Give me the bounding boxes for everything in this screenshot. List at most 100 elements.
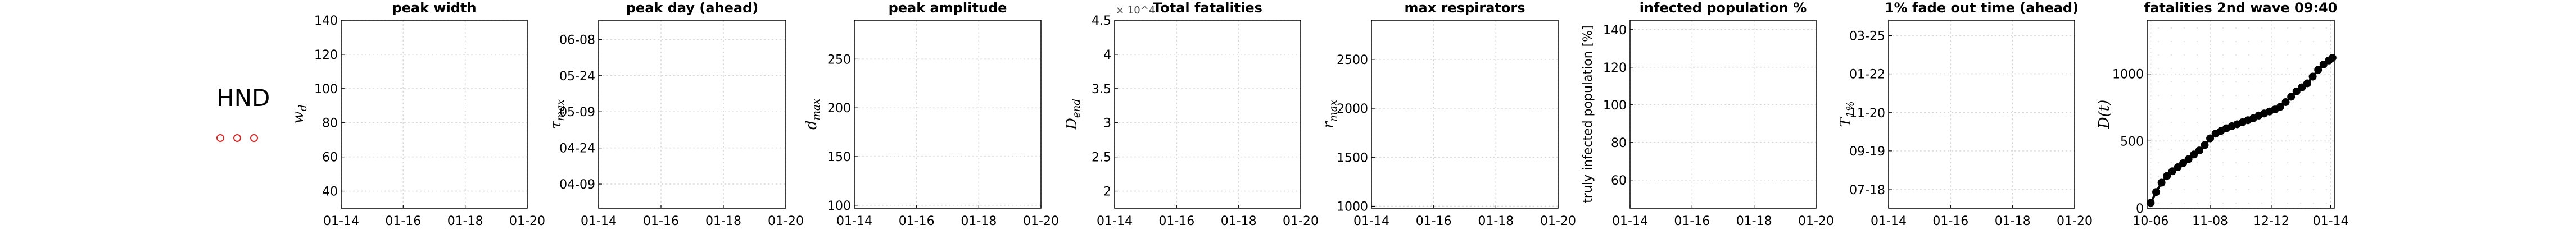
background-dot: [2157, 54, 2160, 56]
data-point: [2190, 150, 2198, 159]
y-axis-label: τmax: [547, 99, 567, 129]
background-dot: [2170, 189, 2172, 191]
background-dot: [2222, 81, 2224, 83]
y-tick-label: 4.5: [1092, 14, 1111, 28]
x-tick-label: 01-20: [2057, 214, 2093, 228]
data-point: [2179, 159, 2188, 167]
background-dot: [2222, 54, 2224, 56]
x-tick-label: 01-20: [768, 214, 804, 228]
x-tick-label: 01-14: [1612, 214, 1648, 228]
background-dot: [2274, 27, 2276, 29]
background-dot: [2170, 54, 2172, 56]
chart-title: peak width: [392, 0, 476, 16]
background-dot: [2222, 162, 2224, 164]
y-tick-label: 100: [827, 199, 851, 213]
background-dot: [2183, 202, 2185, 204]
background-dot: [2287, 189, 2289, 191]
x-tick-label: 10-06: [2133, 214, 2168, 228]
y-tick-label: 80: [322, 117, 338, 131]
x-tick-label: 01-14: [323, 214, 359, 228]
y-tick-label: 1000: [2112, 68, 2144, 82]
data-point: [2303, 79, 2311, 88]
x-tick-label: 01-16: [385, 214, 421, 228]
background-dot: [2170, 202, 2172, 204]
y-tick-label: 60: [1611, 174, 1627, 188]
background-dot: [2183, 94, 2185, 97]
y-tick-label: 1500: [1337, 151, 1368, 165]
background-dot: [2312, 81, 2315, 83]
background-dot: [2183, 40, 2185, 43]
background-dot: [2287, 27, 2289, 29]
background-dot: [2274, 175, 2276, 177]
background-dot: [2287, 67, 2289, 70]
background-dot: [2325, 135, 2328, 137]
background-dot: [2209, 108, 2211, 110]
data-point: [2281, 98, 2290, 106]
background-dot: [2248, 189, 2250, 191]
x-tick-label: 01-18: [447, 214, 483, 228]
background-dot: [2170, 40, 2172, 43]
background-dot: [2183, 27, 2185, 29]
background-dot: [2299, 67, 2302, 70]
background-dot: [2325, 162, 2328, 164]
background-dot: [2312, 162, 2315, 164]
background-dot: [2170, 162, 2172, 164]
background-dot: [2157, 27, 2160, 29]
background-dot: [2196, 135, 2198, 137]
chart-title: 1% fade out time (ahead): [1885, 0, 2079, 16]
background-dot: [2222, 27, 2224, 29]
background-dot: [2274, 135, 2276, 137]
background-dot: [2235, 189, 2237, 191]
background-dot: [2222, 67, 2224, 70]
data-point: [2152, 188, 2161, 196]
y-tick-label: 04-09: [559, 178, 595, 192]
x-tick-label: 01-16: [1932, 214, 1968, 228]
background-dot: [2312, 175, 2315, 177]
background-dot: [2170, 148, 2172, 150]
background-dot: [2157, 67, 2160, 70]
background-dot: [2157, 202, 2160, 204]
y-axis-label: truly infected population [%]: [1581, 25, 1595, 203]
y-tick-label: 2: [1103, 185, 1111, 199]
axis-exponent: × 10^4: [1116, 4, 1155, 16]
x-tick-label: 01-20: [509, 214, 545, 228]
background-dot: [2222, 108, 2224, 110]
background-dot: [2209, 81, 2211, 83]
x-tick-label: 01-20: [1023, 214, 1059, 228]
background-dot: [2235, 202, 2237, 204]
background-dot: [2261, 135, 2263, 137]
background-dot: [2222, 40, 2224, 43]
background-dot: [2312, 189, 2315, 191]
data-point: [2206, 134, 2215, 143]
background-dot: [2235, 67, 2237, 70]
background-dot: [2222, 121, 2224, 123]
background-dot: [2248, 162, 2250, 164]
background-dot: [2196, 121, 2198, 123]
background-dot: [2248, 148, 2250, 150]
axes-frame: [1629, 20, 1817, 209]
background-dot: [2235, 54, 2237, 56]
background-dot: [2325, 40, 2328, 43]
background-dot: [2248, 27, 2250, 29]
background-dot: [2261, 121, 2263, 123]
y-tick-label: 2500: [1337, 53, 1368, 67]
data-point: [2298, 83, 2306, 91]
y-axis-label: D(t): [2096, 100, 2113, 130]
axes-frame: [1371, 20, 1559, 209]
background-dot: [2209, 54, 2211, 56]
background-dot: [2274, 148, 2276, 150]
axes-frame: [854, 20, 1042, 209]
y-tick-label: 150: [827, 150, 851, 164]
background-dot: [2235, 27, 2237, 29]
background-dot: [2196, 54, 2198, 56]
background-dot: [2312, 202, 2315, 204]
background-dot: [2248, 135, 2250, 137]
background-dot: [2170, 94, 2172, 97]
background-dot: [2196, 67, 2198, 70]
background-dot: [2157, 81, 2160, 83]
background-dot: [2261, 189, 2263, 191]
background-dot: [2222, 202, 2224, 204]
x-tick-label: 01-16: [899, 214, 935, 228]
background-dot: [2157, 40, 2160, 43]
background-dot: [2157, 94, 2160, 97]
